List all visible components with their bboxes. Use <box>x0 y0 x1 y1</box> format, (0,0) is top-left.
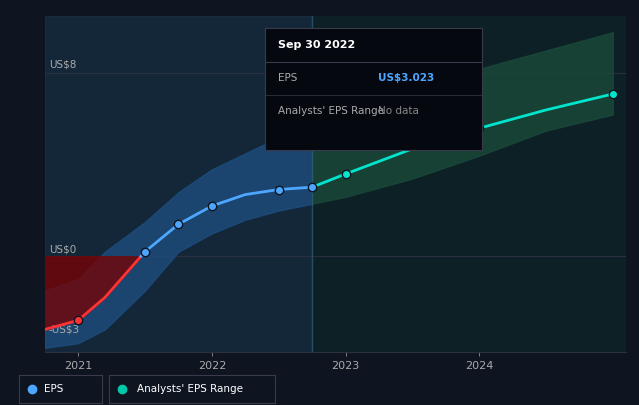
Bar <box>312 16 626 352</box>
Text: Sep 30 2022: Sep 30 2022 <box>278 40 355 51</box>
Bar <box>45 16 312 352</box>
Text: -US$3: -US$3 <box>49 325 80 335</box>
Text: EPS: EPS <box>278 73 298 83</box>
Text: EPS: EPS <box>44 384 63 394</box>
Text: US$8: US$8 <box>49 60 76 70</box>
Text: No data: No data <box>378 106 419 116</box>
Text: US$3.023: US$3.023 <box>378 73 435 83</box>
Text: Analysts Forecasts: Analysts Forecasts <box>318 28 415 38</box>
Text: Actual: Actual <box>270 28 307 38</box>
Text: Analysts' EPS Range: Analysts' EPS Range <box>278 106 384 116</box>
Text: US$0: US$0 <box>49 244 76 254</box>
Text: Analysts' EPS Range: Analysts' EPS Range <box>137 384 243 394</box>
